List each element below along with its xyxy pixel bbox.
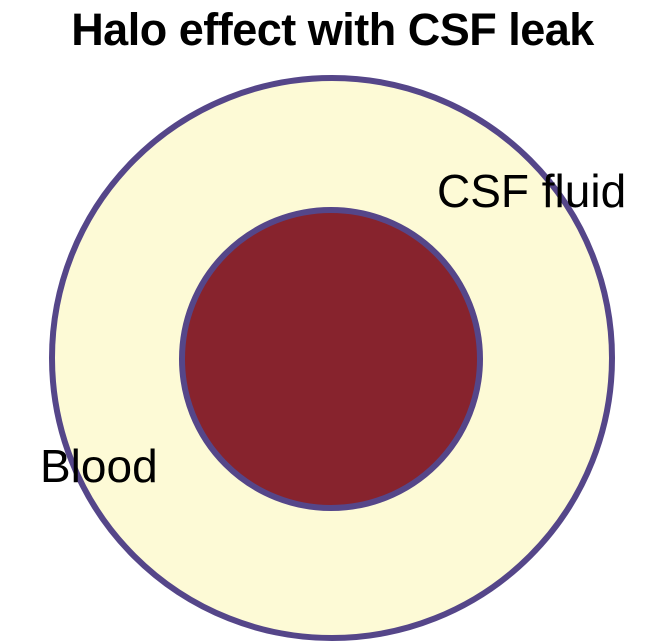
blood-spot <box>179 207 483 511</box>
blood-label: Blood <box>40 440 158 492</box>
diagram-title: Halo effect with CSF leak <box>71 4 594 55</box>
csf-fluid-label: CSF fluid <box>437 165 626 217</box>
